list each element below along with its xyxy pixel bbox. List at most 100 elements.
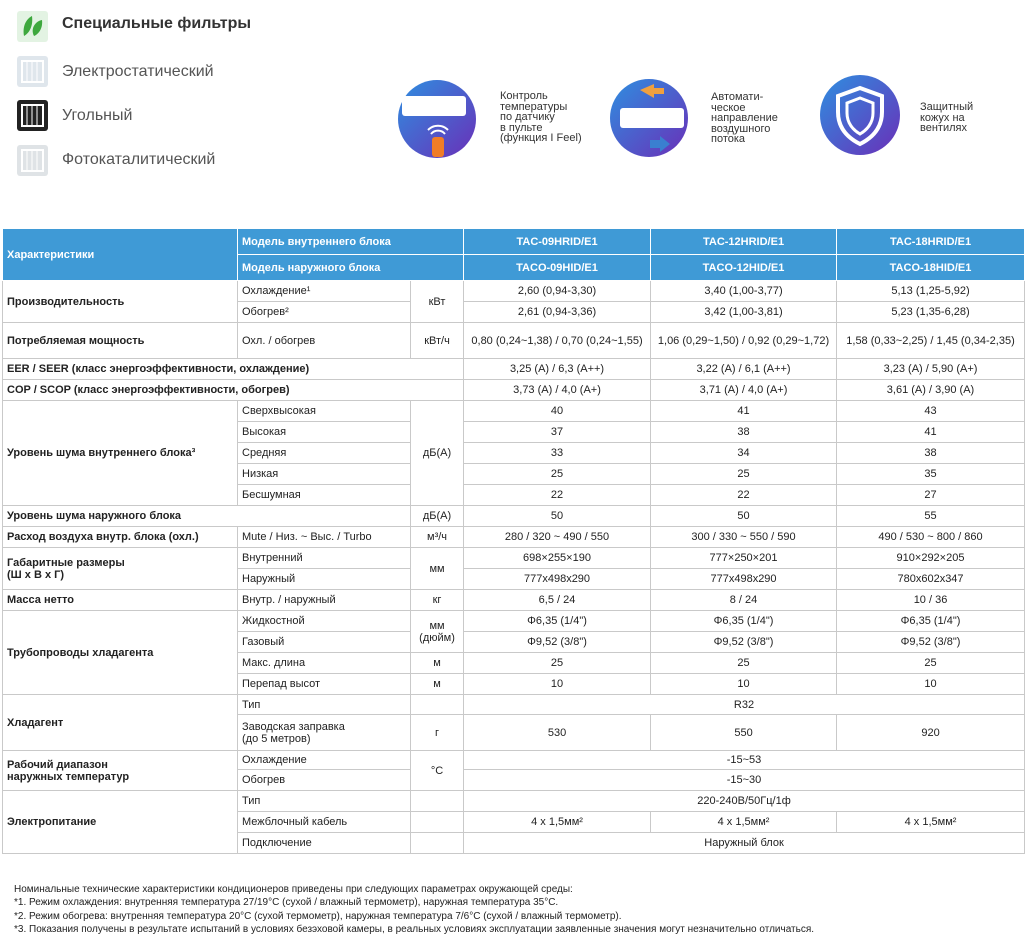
cell: R32 (463, 694, 1026, 715)
leaf (23, 16, 43, 36)
cell: Тип (237, 790, 411, 812)
cell: 8 / 24 (650, 589, 838, 611)
cell: 490 / 530 ~ 800 / 860 (836, 526, 1026, 548)
cell: Φ9,52 (3/8") (650, 631, 838, 653)
line: потока (711, 133, 746, 145)
table-row: EER / SEER (класс энергоэффективности, о… (1, 358, 1026, 380)
table-row: Обогрев -15~30 (3, 769, 1026, 791)
cell: 25 (836, 652, 1026, 674)
cell: м (409, 673, 465, 695)
cell: Сверхвысокая (237, 400, 411, 422)
cell: 0,80 (0,24~1,38) / 0,70 (0,24~1,55) (463, 322, 652, 359)
cell: 50 (463, 505, 652, 527)
cell: Потребляемая мощность (2, 322, 238, 359)
line: кожух на (920, 111, 965, 124)
table-row: Уровень шума внутреннего блока³ Сверхвысо… (2, 400, 1026, 506)
line: по датчику (500, 111, 555, 123)
cell: 22 (463, 484, 652, 506)
cell: TACO-18HID/E1 (836, 254, 1026, 281)
filter-icon (17, 56, 48, 87)
cell: 41 (836, 421, 1026, 443)
cell: Тип (237, 694, 411, 715)
cell: Обогрев (237, 769, 411, 791)
line: вентилях (920, 122, 967, 134)
cell (409, 694, 465, 715)
filter-icon (17, 100, 48, 131)
notes: Номинальные технические характеристики к… (14, 883, 814, 936)
line: Автомати- (711, 91, 764, 103)
cell: Габаритные размеры (Ш x В x Г) (2, 547, 238, 590)
cell: м (409, 652, 465, 674)
cell: Хладагент (2, 694, 238, 751)
cell: 780x602x347 (836, 568, 1026, 590)
cell: 55 (836, 505, 1026, 527)
cell: 3,25 (A) / 6,3 (A++) (463, 358, 652, 380)
line: температуры (500, 100, 568, 113)
cell: Трубопроводы хладагента (2, 610, 238, 695)
cell: Φ9,52 (3/8") (463, 631, 652, 653)
airflow-icon (610, 79, 688, 157)
cell: 1,58 (0,33~2,25) / 1,45 (0,34-2,35) (836, 322, 1026, 359)
cell: Бесшумная (237, 484, 411, 506)
cell: Жидкостной (237, 610, 411, 632)
filter-icon (17, 145, 48, 176)
cell: 3,22 (A) / 6,1 (A++) (650, 358, 838, 380)
cell: 33 (463, 442, 652, 464)
line: направление (711, 112, 778, 124)
cell: TAC-18HRID/E1 (836, 228, 1026, 255)
cell: Низкая (237, 463, 411, 485)
cell: Перепад высот (237, 673, 411, 695)
shield-icon (820, 75, 900, 155)
filter-item: Фотокаталитический (62, 151, 216, 168)
cell: Φ6,35 (1/4") (650, 610, 838, 632)
cell: 777×250×201 (650, 547, 838, 569)
table-row: Подключение Наружный блок (3, 832, 1026, 854)
table-row: Средняя 33 34 38 (3, 442, 1026, 464)
spec-table: Характеристики Модель внутреннего блока TA… (1, 228, 1026, 854)
cell: COP / SCOP (класс энергоэффективности, о… (1, 379, 465, 401)
cell: -15~53 (463, 750, 1026, 770)
cell: Расход воздуха внутр. блока (охл.) (2, 526, 238, 548)
table-row: Хладагент Тип R32 (2, 694, 1026, 751)
cell (409, 832, 465, 854)
table-row: Рабочий диапазон наружных температур Охла… (2, 750, 1026, 791)
cell: 777x498x290 (463, 568, 652, 590)
cell: Подключение (237, 832, 411, 854)
line: ческое (711, 101, 746, 114)
table-row: Потребляемая мощность Охл. / обогрев кВт/ч… (2, 322, 1026, 359)
table-row: Производительность Охлаждение¹ кВт 2,60 (0,… (2, 280, 1026, 323)
cell: 3,42 (1,00-3,81) (650, 301, 838, 323)
cell: 25 (463, 463, 652, 485)
cell: Охл. / обогрев (237, 322, 411, 359)
cell: Наружный (237, 568, 411, 590)
cell: 300 / 330 ~ 550 / 590 (650, 526, 838, 548)
cell: 550 (650, 714, 838, 751)
cell: 37 (463, 421, 652, 443)
cell: мм (409, 547, 465, 590)
table-row: Низкая 25 25 35 (3, 463, 1026, 485)
feature-text: Защитный кожух на вентилях (920, 102, 973, 134)
leaf-icon (17, 11, 48, 42)
cell: 6,5 / 24 (463, 589, 652, 611)
icons (17, 11, 900, 176)
cell: кВт/ч (409, 322, 465, 359)
cell: Характеристики (2, 228, 238, 281)
cell: Заводская заправка (до 5 метров) (237, 714, 411, 751)
table-row: Заводская заправка (до 5 метров) г 530 550 9… (3, 714, 1026, 751)
cell: 1,06 (0,29~1,50) / 0,92 (0,29~1,72) (650, 322, 838, 359)
cell: 10 (836, 673, 1026, 695)
line: Защитный (920, 101, 974, 113)
cell: 25 (650, 652, 838, 674)
cell: 530 (463, 714, 652, 751)
table-row: Электропитание Тип 220-240В/50Гц/1ф (2, 790, 1026, 854)
feature-text: Автомати-ческое направление воздушного пото… (711, 92, 778, 145)
cell: 3,61 (A) / 3,90 (A) (836, 379, 1026, 401)
cell: 34 (650, 442, 838, 464)
filter-item: Угольный (62, 107, 133, 124)
cell: дБ(А) (409, 505, 465, 527)
cell: дБ(А) (409, 400, 465, 506)
cell: Φ9,52 (3/8") (836, 631, 1026, 653)
cell: 10 (463, 673, 652, 695)
cell: Наружный блок (463, 832, 1026, 854)
